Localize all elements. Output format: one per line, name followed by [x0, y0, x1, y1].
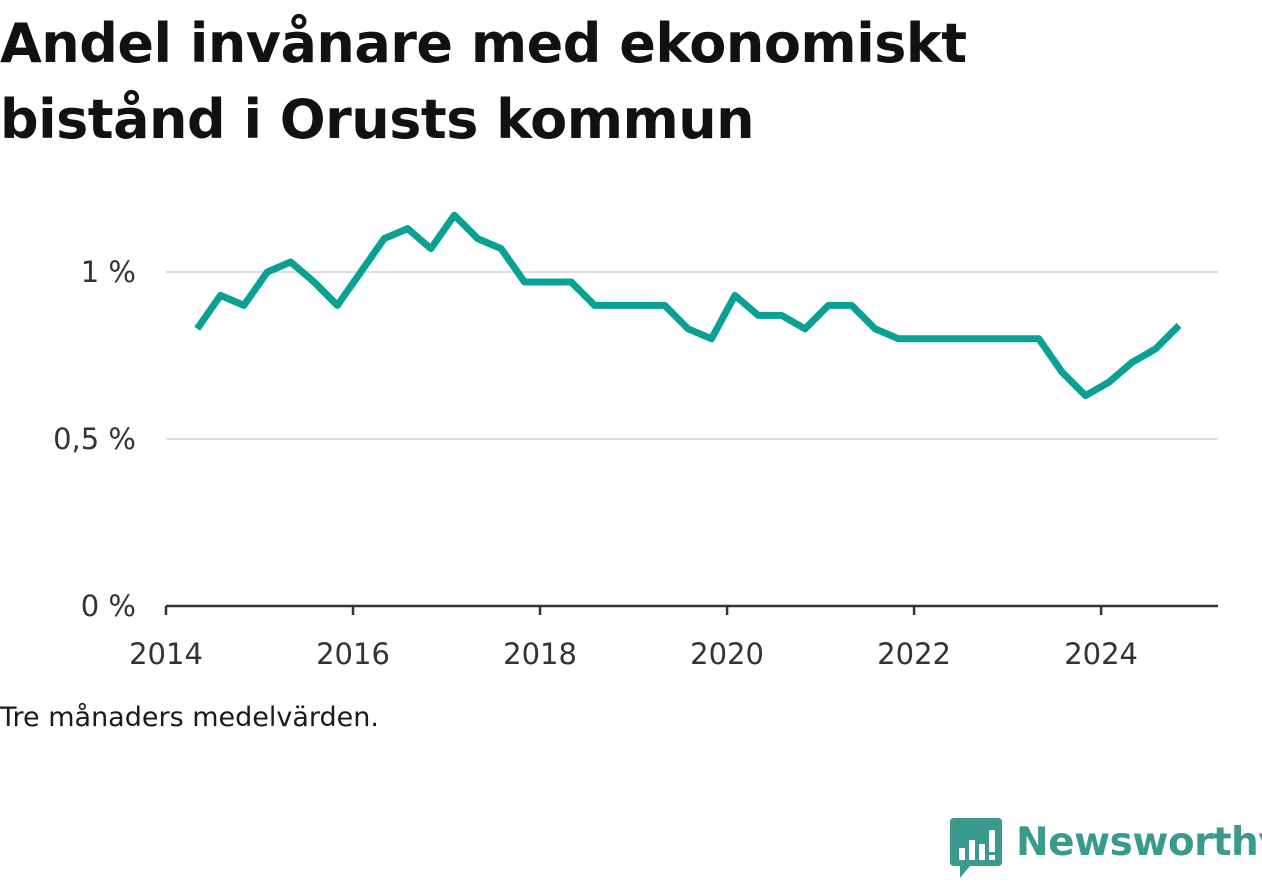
x-axis: 2014 2016 2018 2020 2022 2024 — [129, 604, 1218, 671]
series-line — [194, 211, 1182, 400]
y-tick-label: 0 % — [81, 589, 136, 623]
bar-chart-speech-bubble-icon — [950, 818, 1002, 878]
x-tick-label: 2020 — [690, 637, 764, 671]
x-tick-label: 2014 — [129, 637, 203, 671]
line-chart: 0 % 0,5 % 1 % 2014 2016 2018 2020 2022 2024 — [53, 211, 1218, 671]
x-tick-label: 2024 — [1064, 637, 1138, 671]
y-tick-label: 0,5 % — [53, 422, 136, 456]
chart-note: Tre månaders medelvärden. — [0, 702, 379, 733]
y-tick-label: 1 % — [81, 255, 136, 289]
brand-name: Newsworthy — [1016, 820, 1262, 865]
x-tick-label: 2022 — [877, 637, 951, 671]
x-tick-label: 2016 — [316, 637, 390, 671]
newsworthy-logo: Newsworthy — [950, 818, 1262, 882]
x-tick-label: 2018 — [503, 637, 577, 671]
grid-lines — [166, 271, 1218, 440]
series-line-group — [194, 211, 1182, 400]
y-axis-tick-labels: 0 % 0,5 % 1 % — [53, 255, 136, 623]
chart-title: Andel invånare med ekonomiskt bistånd i … — [0, 12, 967, 151]
